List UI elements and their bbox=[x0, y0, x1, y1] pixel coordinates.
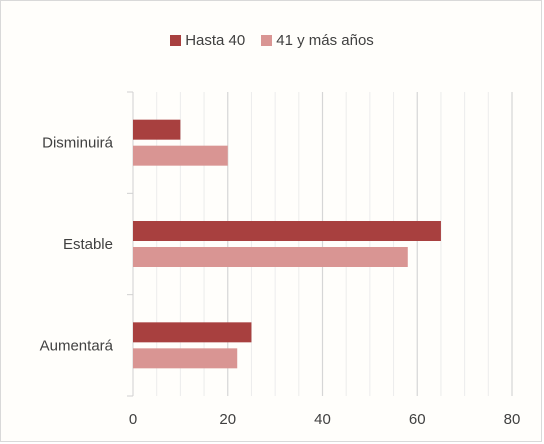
bar-disminuirá-series-1 bbox=[133, 119, 181, 140]
bar-aumentará-series-2 bbox=[133, 348, 238, 369]
legend-item-41-y-mas: 41 y más años bbox=[261, 32, 374, 49]
x-tick-label: 80 bbox=[504, 411, 521, 428]
x-tick-label: 40 bbox=[314, 411, 331, 428]
category-label: Disminuirá bbox=[42, 135, 114, 152]
legend-swatch-hasta-40 bbox=[170, 35, 182, 46]
category-label: Estable bbox=[63, 236, 113, 253]
legend-label-41-y-mas: 41 y más años bbox=[276, 32, 374, 49]
bar-estable-series-1 bbox=[133, 221, 441, 241]
bar-disminuirá-series-2 bbox=[133, 145, 228, 166]
legend-swatch-41-y-mas bbox=[261, 35, 273, 46]
legend-item-hasta-40: Hasta 40 bbox=[170, 32, 245, 49]
legend: Hasta 40 41 y más años bbox=[0, 32, 544, 49]
legend-label-hasta-40: Hasta 40 bbox=[185, 32, 246, 49]
x-tick-label: 0 bbox=[129, 411, 137, 428]
bar-aumentará-series-1 bbox=[133, 322, 252, 343]
x-tick-label: 60 bbox=[409, 411, 426, 428]
category-label: Aumentará bbox=[40, 337, 114, 354]
bar-estable-series-2 bbox=[133, 247, 408, 267]
x-tick-label: 20 bbox=[219, 411, 236, 428]
